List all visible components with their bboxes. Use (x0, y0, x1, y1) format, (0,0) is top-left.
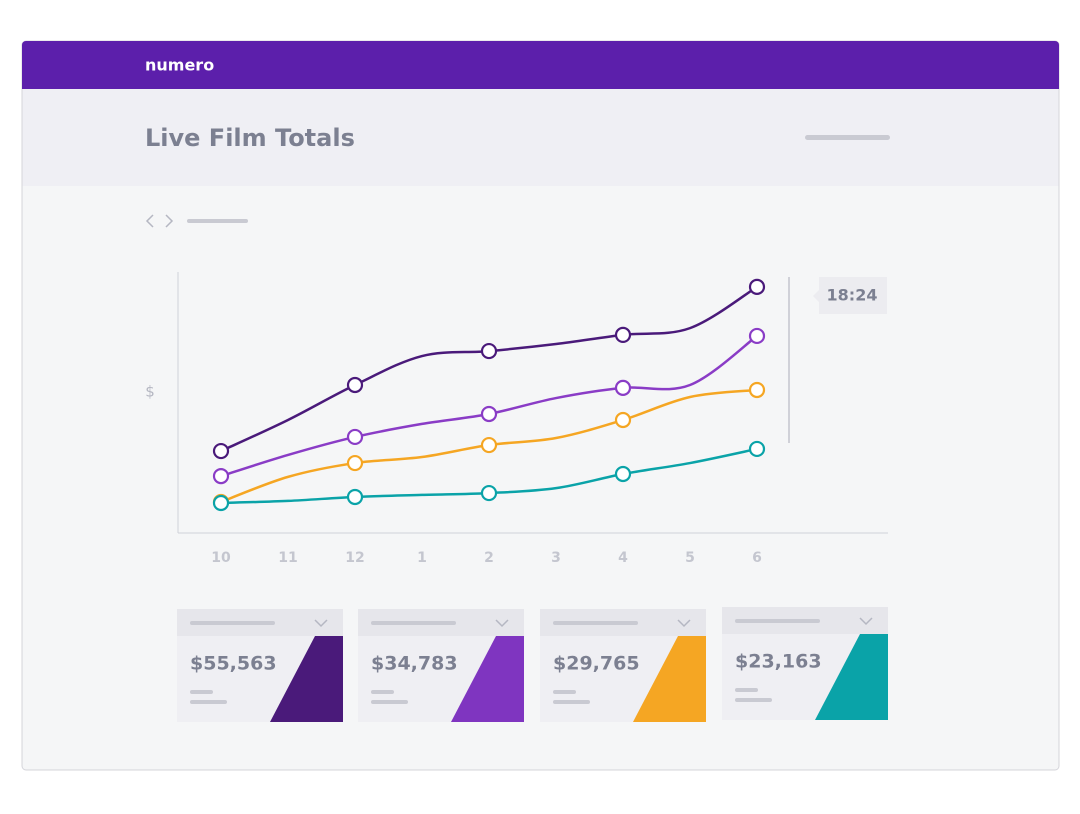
card-swatch (270, 636, 343, 722)
point-marker (346, 428, 364, 446)
point-marker (748, 440, 766, 458)
x-tick-label: 12 (345, 550, 364, 566)
point-marker (346, 454, 364, 472)
point-marker (480, 436, 498, 454)
card-swatch (815, 634, 888, 720)
tooltip-box (813, 277, 887, 314)
card-dropdown[interactable] (314, 619, 328, 628)
point-marker (212, 494, 230, 512)
x-tick-label: 6 (752, 550, 762, 566)
placeholder-bar (735, 698, 772, 702)
point-marker (748, 381, 766, 399)
x-tick-label: 4 (618, 550, 628, 566)
point-marker (480, 405, 498, 423)
next-arrow[interactable] (165, 214, 174, 228)
point-marker (480, 342, 498, 360)
point-marker (614, 465, 632, 483)
point-marker (614, 411, 632, 429)
point-marker (346, 488, 364, 506)
card-swatch (633, 636, 706, 722)
card-dropdown[interactable] (859, 617, 873, 626)
y-axis-label: $ (145, 383, 155, 401)
x-tick-label: 2 (484, 550, 494, 566)
placeholder-bar (553, 621, 638, 625)
card-swatch (451, 636, 524, 722)
top-bar (22, 41, 1059, 89)
brand[interactable]: numero (145, 56, 214, 75)
point-marker (212, 442, 230, 460)
card-dropdown[interactable] (677, 619, 691, 628)
x-tick-label: 5 (685, 550, 695, 566)
placeholder-bar (190, 621, 275, 625)
placeholder-bar (805, 135, 890, 140)
point-marker (480, 484, 498, 502)
x-tick-label: 10 (211, 550, 231, 566)
tooltip-text: 18:24 (827, 286, 878, 305)
placeholder-bar (371, 621, 456, 625)
card-dropdown[interactable] (495, 619, 509, 628)
point-marker (748, 327, 766, 345)
x-tick-label: 1 (417, 550, 427, 566)
page-title: Live Film Totals (145, 124, 355, 152)
point-marker (748, 278, 766, 295)
point-marker (212, 468, 230, 485)
placeholder-bar (371, 690, 394, 694)
point-marker (346, 376, 364, 394)
card-value: $34,783 (371, 653, 458, 675)
point-marker (614, 326, 632, 344)
x-tick-label: 3 (551, 550, 561, 566)
placeholder-bar (190, 700, 227, 704)
card-value: $29,765 (553, 653, 640, 675)
placeholder-bar (735, 619, 820, 623)
card-value: $55,563 (190, 653, 277, 675)
prev-arrow[interactable] (145, 214, 154, 228)
card-value: $23,163 (735, 651, 822, 673)
placeholder-bar (735, 688, 758, 692)
placeholder-bar (190, 690, 213, 694)
x-tick-label: 11 (278, 550, 297, 566)
placeholder-bar (553, 690, 576, 694)
point-marker (614, 379, 632, 396)
placeholder-bar (187, 219, 248, 223)
placeholder-bar (371, 700, 408, 704)
placeholder-bar (553, 700, 590, 704)
